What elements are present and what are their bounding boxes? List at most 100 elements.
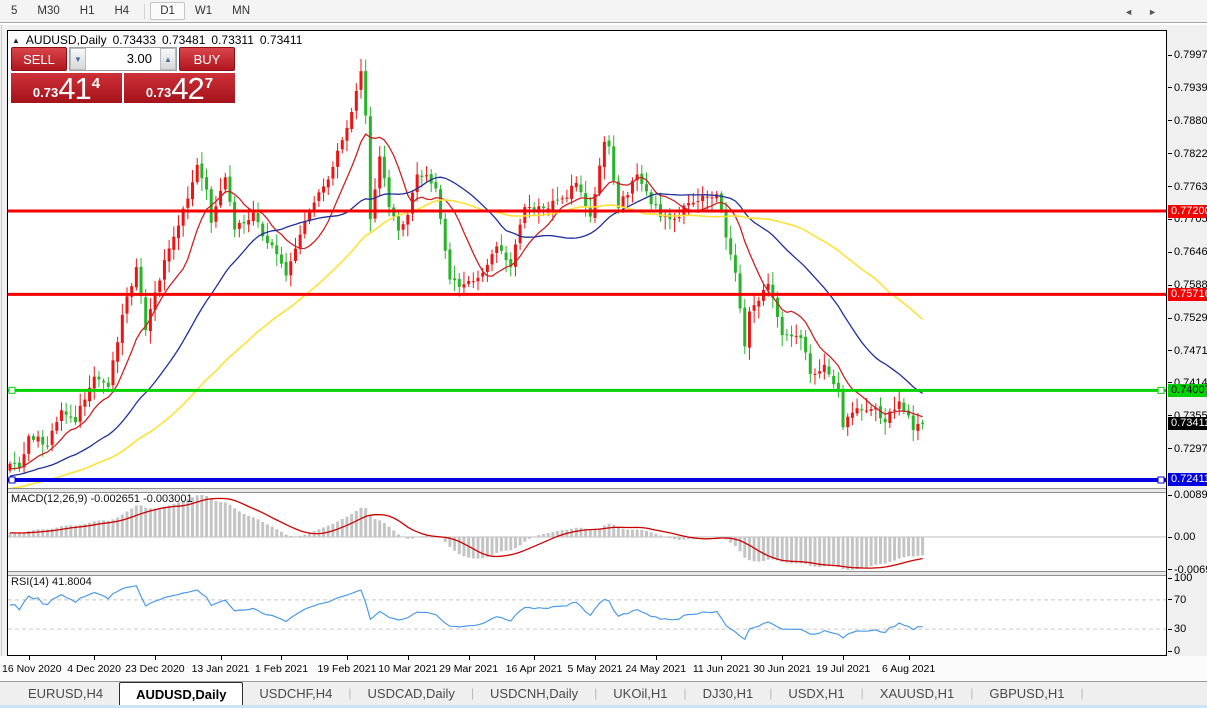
ma-60-line [9,199,924,488]
chart-symbol-label: AUDUSD,Daily [25,33,107,47]
date-axis-label: 19 Jul 2021 [816,663,871,675]
candles-series [8,58,925,473]
volume-stepper: ▼ 3.00 ▲ [69,47,177,71]
chart-tab-dj30-h1[interactable]: DJ30,H1 [702,686,754,701]
timeframe-button-5[interactable]: 5 [11,5,18,17]
date-axis-tick [346,656,348,660]
price-axis-badge: 0.73411 [1168,417,1207,431]
date-axis-label: 19 Feb 2021 [317,663,377,675]
quote-close: 0.73411 [259,33,303,47]
collapse-panel-icon[interactable]: ▲ [12,35,20,45]
pane-separator[interactable] [8,488,1166,493]
rsi-axis-label: 70 [1168,594,1186,606]
toolbar-separator [144,3,146,19]
line-handle[interactable] [1157,386,1165,394]
volume-decrease-icon[interactable]: ▼ [70,48,86,70]
axis-tick-dash [1168,218,1172,220]
axis-tick-dash [1168,350,1172,352]
buy-price-big: 42 [171,71,204,106]
buy-button[interactable]: BUY [179,47,235,71]
sell-price-display[interactable]: 0.73 41 4 [11,71,122,106]
line-handle[interactable] [8,476,16,484]
macd-signal-line [10,497,923,569]
timeframe-toolbar: 5 M30 H1 H4 D1 W1 MN [0,0,1207,23]
axis-tick-dash [1168,54,1172,56]
timeframe-button-mn[interactable]: MN [232,5,251,17]
chart-window: ▲ AUDUSD,Daily 0.73433 0.73481 0.73311 0… [7,30,1167,656]
date-axis-tick [155,656,157,660]
axis-tick-dash [1168,448,1172,450]
chart-tab-usdcnh-daily[interactable]: USDCNH,Daily [490,686,579,701]
quote-high: 0.73481 [162,33,206,47]
chart-tab-xauusd-h1[interactable]: XAUUSD,H1 [879,686,955,701]
tab-separator: | [769,686,773,700]
axis-tick-dash [1168,599,1172,601]
tab-separator: | [594,686,598,700]
timeframe-button-m30[interactable]: M30 [37,5,60,17]
axis-tick-dash [1168,415,1172,417]
line-handle[interactable] [8,386,16,394]
date-axis-label: 24 May 2021 [625,663,687,675]
tab-scroll-left-icon[interactable]: ◄ [1124,7,1133,17]
chart-header: ▲ AUDUSD,Daily 0.73433 0.73481 0.73311 0… [12,33,302,47]
rsi-axis-label: 30 [1168,623,1186,635]
date-axis-tick [28,656,30,660]
axis-tick-dash [1168,186,1172,188]
date-axis-tick [843,656,845,660]
date-axis-label: 4 Dec 2020 [67,663,121,675]
date-axis-tick [908,656,910,660]
rsi-axis-label: 100 [1168,572,1192,584]
toolbar-divider [0,23,1207,25]
chart-tab-audusd-daily[interactable]: AUDUSD,Daily [119,682,244,705]
date-axis-tick [281,656,283,660]
axis-tick-dash [1168,628,1172,630]
chart-tab-eurusd-h4[interactable]: EURUSD,H4 [28,686,104,701]
chart-tab-gbpusd-h1[interactable]: GBPUSD,H1 [989,686,1065,701]
timeframe-button-h1[interactable]: H1 [79,5,95,17]
chart-tab-bar: EURUSD,H4 AUDUSD,Daily USDCHF,H4 | USDCAD,Da… [0,681,1207,705]
timeframe-button-w1[interactable]: W1 [194,5,213,17]
axis-tick-dash [1168,577,1172,579]
tab-separator: | [970,686,974,700]
rsi-pane[interactable] [8,574,1166,655]
axis-tick-dash [1168,87,1172,89]
axis-tick-dash [1168,382,1172,384]
macd-axis-label: 0.00 [1168,531,1195,543]
date-axis-label: 23 Dec 2020 [125,663,185,675]
buy-price-display[interactable]: 0.73 42 7 [124,71,235,106]
line-handle[interactable] [1157,476,1165,484]
date-axis-tick [220,656,222,660]
price-axis-badge: 0.75716 [1168,287,1207,301]
axis-tick-dash [1168,317,1172,319]
price-chart[interactable] [8,31,1166,488]
pane-separator[interactable] [8,571,1166,576]
chart-tab-usdchf-h4[interactable]: USDCHF,H4 [259,686,333,701]
quote-open: 0.73433 [112,33,156,47]
date-axis-tick [782,656,784,660]
chart-tab-ukoil-h1[interactable]: UKOil,H1 [613,686,668,701]
date-axis-label: 10 Mar 2021 [378,663,438,675]
horizontal-line-0.72411[interactable] [8,476,1166,484]
price-axis-badge: 0.72411 [1168,473,1207,487]
macd-pane[interactable] [8,491,1166,571]
volume-input[interactable]: 3.00 [86,48,160,70]
rsi-indicator-label: RSI(14) 41.8004 [11,576,92,588]
volume-increase-icon[interactable]: ▲ [160,48,176,70]
sell-button[interactable]: SELL [11,47,67,71]
price-axis-badge: 0.74007 [1168,383,1207,397]
chart-tab-usdx-h1[interactable]: USDX,H1 [788,686,845,701]
timeframe-button-h4[interactable]: H4 [114,5,130,17]
axis-tick-dash [1168,650,1172,652]
sell-price-big: 41 [58,71,91,106]
timeframe-button-d1[interactable]: D1 [150,2,185,20]
date-axis-tick [655,656,657,660]
tab-scroll-right-icon[interactable]: ► [1148,7,1157,17]
chart-tab-usdcad-daily[interactable]: USDCAD,Daily [367,686,455,701]
date-axis-tick [595,656,596,660]
axis-tick-dash [1168,569,1172,571]
horizontal-line-0.74007[interactable] [8,386,1166,394]
axis-tick-dash [1168,251,1172,253]
